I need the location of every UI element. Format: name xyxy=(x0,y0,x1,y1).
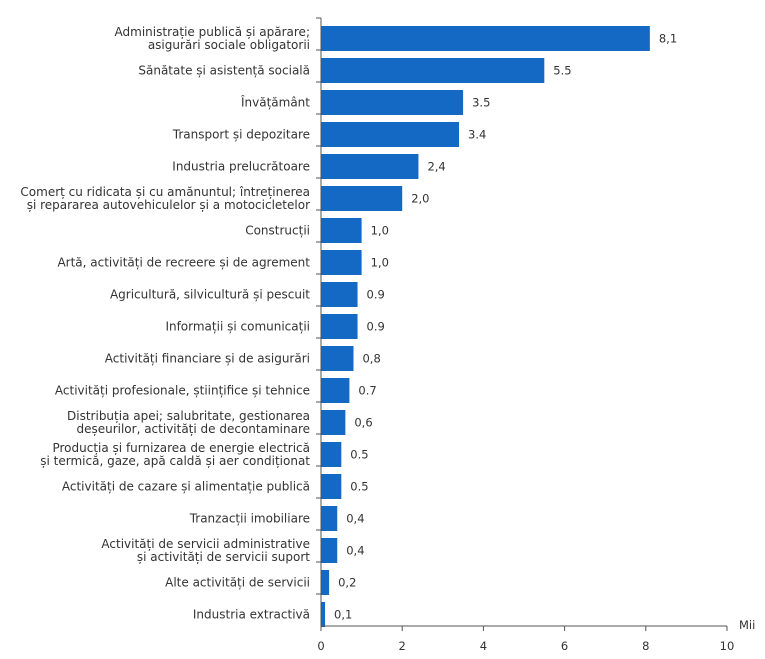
value-label: 0,4 xyxy=(346,512,364,526)
x-tick-label: 6 xyxy=(561,639,568,653)
bar xyxy=(321,378,350,403)
value-label: 0.7 xyxy=(358,384,376,398)
bar xyxy=(321,90,464,115)
bar xyxy=(321,410,346,435)
value-label: 3.4 xyxy=(468,128,486,142)
category-label: Alte activități de servicii xyxy=(165,576,310,590)
bar xyxy=(321,538,338,563)
category-label-line: Sănătate și asistență socială xyxy=(138,64,310,78)
category-label-line: Alte activități de servicii xyxy=(165,576,310,590)
x-tick-label: 8 xyxy=(642,639,649,653)
value-label: 0,6 xyxy=(354,416,372,430)
category-label-line: Activități profesionale, științifice și … xyxy=(55,384,310,398)
category-label-line: Transport și depozitare xyxy=(172,128,310,142)
axes: 0 2 4 6 8 10 xyxy=(316,17,734,653)
value-label: 2,0 xyxy=(411,192,429,206)
bar xyxy=(321,602,326,627)
bar xyxy=(321,474,342,499)
category-label-line: Activități de servicii administrative xyxy=(101,537,310,551)
value-label: 8,1 xyxy=(659,32,677,46)
category-label: Artă, activități de recreere și de agrem… xyxy=(57,256,310,270)
x-axis-unit-label: Mii xyxy=(739,618,755,632)
category-label-line: Activități financiare și de asigurări xyxy=(105,352,310,366)
category-label: Producția și furnizarea de energie elect… xyxy=(40,441,310,468)
bar xyxy=(321,442,342,467)
category-label: Tranzacții imobiliare xyxy=(189,512,310,526)
bar xyxy=(321,346,354,371)
category-label: Construcții xyxy=(245,224,310,238)
category-label-line: Activități de cazare și alimentație publ… xyxy=(62,480,310,494)
category-label-line: deșeurilor, activități de decontaminare xyxy=(76,422,310,436)
category-label-line: asigurări sociale obligatorii xyxy=(148,38,310,52)
bar xyxy=(321,282,358,307)
category-label-line: Producția și furnizarea de energie elect… xyxy=(52,441,310,455)
value-label: 1,0 xyxy=(371,256,389,270)
bar xyxy=(321,506,338,531)
category-label-line: Industria prelucrătoare xyxy=(172,160,310,174)
bar xyxy=(321,250,362,275)
value-label: 0,4 xyxy=(346,544,364,558)
category-label-line: Tranzacții imobiliare xyxy=(189,512,310,526)
category-label: Comerț cu ridicata și cu amănuntul; într… xyxy=(20,185,310,212)
category-label-line: și activități de servicii suport xyxy=(137,550,310,564)
bar xyxy=(321,26,650,51)
category-label-line: Artă, activități de recreere și de agrem… xyxy=(57,256,310,270)
x-tick-label: 2 xyxy=(399,639,406,653)
value-label: 0.5 xyxy=(350,480,368,494)
bar xyxy=(321,570,330,595)
category-label-line: Agricultură, silvicultură și pescuit xyxy=(110,288,310,302)
value-label: 0,8 xyxy=(362,352,380,366)
value-label: 3.5 xyxy=(472,96,490,110)
category-label-line: Informații și comunicații xyxy=(165,320,310,334)
bars xyxy=(321,26,650,627)
category-label-line: Administrație publică și apărare; xyxy=(115,25,310,39)
bar xyxy=(321,186,403,211)
value-label: 0,2 xyxy=(338,576,356,590)
bar xyxy=(321,218,362,243)
category-label: Învățământ xyxy=(240,95,310,110)
y-axis-ticks xyxy=(316,17,321,595)
category-label: Activități profesionale, științifice și … xyxy=(55,384,310,398)
value-label: 0.9 xyxy=(367,320,385,334)
category-label-line: și termică, gaze, apă caldă și aer condi… xyxy=(40,454,310,468)
x-axis-ticks: 0 2 4 6 8 10 xyxy=(317,626,734,653)
category-label: Activități financiare și de asigurări xyxy=(105,352,310,366)
x-tick-label: 10 xyxy=(720,639,735,653)
category-label-line: Construcții xyxy=(245,224,310,238)
bar xyxy=(321,122,460,147)
category-label: Sănătate și asistență socială xyxy=(138,64,310,78)
value-label: 0,1 xyxy=(334,608,352,622)
category-label: Informații și comunicații xyxy=(165,320,310,334)
bar xyxy=(321,154,419,179)
category-label-line: Învățământ xyxy=(240,95,310,110)
value-label: 0.5 xyxy=(350,448,368,462)
category-label: Industria extractivă xyxy=(193,608,310,622)
value-labels: 8,1 5.5 3.5 3.4 2,4 2,0 1,0 1,0 0.9 0.9 0,8 0.7 0,6 0… xyxy=(334,32,677,622)
value-label: 2,4 xyxy=(427,160,445,174)
bar xyxy=(321,58,545,83)
category-labels: Administrație publică și apărare; asigură… xyxy=(20,25,310,622)
category-label: Industria prelucrătoare xyxy=(172,160,310,174)
x-tick-label: 4 xyxy=(480,639,487,653)
value-label: 1,0 xyxy=(371,224,389,238)
category-label: Distribuția apei; salubritate, gestionar… xyxy=(67,409,310,436)
value-label: 0.9 xyxy=(367,288,385,302)
category-label: Transport și depozitare xyxy=(172,128,310,142)
category-label-line: Industria extractivă xyxy=(193,608,310,622)
category-label-line: Comerț cu ridicata și cu amănuntul; într… xyxy=(20,185,310,199)
category-label-line: Distribuția apei; salubritate, gestionar… xyxy=(67,409,310,423)
category-label-line: și repararea autovehiculelor și a motoci… xyxy=(27,198,310,212)
category-label: Activități de cazare și alimentație publ… xyxy=(62,480,310,494)
category-label: Agricultură, silvicultură și pescuit xyxy=(110,288,310,302)
category-label: Activități de servicii administrative și … xyxy=(101,537,310,564)
category-label: Administrație publică și apărare; asigură… xyxy=(115,25,310,52)
bar xyxy=(321,314,358,339)
value-label: 5.5 xyxy=(553,64,571,78)
x-tick-label: 0 xyxy=(317,639,324,653)
